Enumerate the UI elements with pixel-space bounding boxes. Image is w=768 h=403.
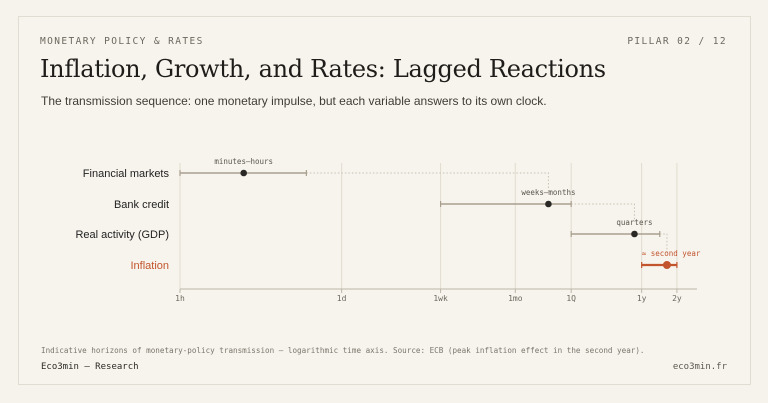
- x-tick-label: 1h: [175, 294, 185, 303]
- peak-point: [240, 169, 248, 177]
- x-tick-label: 2y: [672, 294, 682, 303]
- source-footnote: Indicative horizons of monetary-policy t…: [41, 346, 645, 355]
- chart-title: Inflation, Growth, and Rates: Lagged Rea…: [40, 55, 606, 83]
- x-tick-label: 1d: [337, 294, 347, 303]
- range-annotation: quarters: [616, 218, 652, 227]
- peak-point: [545, 200, 552, 208]
- row-label: Financial markets: [83, 168, 170, 180]
- sequence-connector: [306, 172, 549, 192]
- peak-point: [662, 261, 671, 269]
- row-label: Bank credit: [114, 199, 169, 211]
- range-annotation: weeks–months: [521, 188, 575, 197]
- x-tick-label: 1Q: [566, 294, 576, 303]
- row-label: Real activity (GDP): [75, 229, 169, 241]
- x-tick-label: 1wk: [433, 294, 448, 303]
- sequence-connector: [659, 233, 668, 253]
- sequence-connector: [571, 203, 635, 222]
- peak-point: [631, 230, 638, 238]
- chart-subtitle: The transmission sequence: one monetary …: [41, 94, 547, 108]
- pillar-indicator: PILLAR 02 / 12: [627, 36, 727, 47]
- x-tick-label: 1mo: [508, 294, 523, 303]
- chart-card: [18, 16, 751, 385]
- brand-label: Eco3min — Research: [41, 362, 139, 372]
- range-annotation: minutes–hours: [214, 157, 273, 166]
- section-eyebrow: MONETARY POLICY & RATES: [40, 36, 204, 47]
- site-link[interactable]: eco3min.fr: [672, 362, 727, 372]
- range-annotation: ≈ second year: [642, 249, 701, 258]
- x-tick-label: 1y: [637, 294, 647, 303]
- row-label: Inflation: [130, 260, 169, 272]
